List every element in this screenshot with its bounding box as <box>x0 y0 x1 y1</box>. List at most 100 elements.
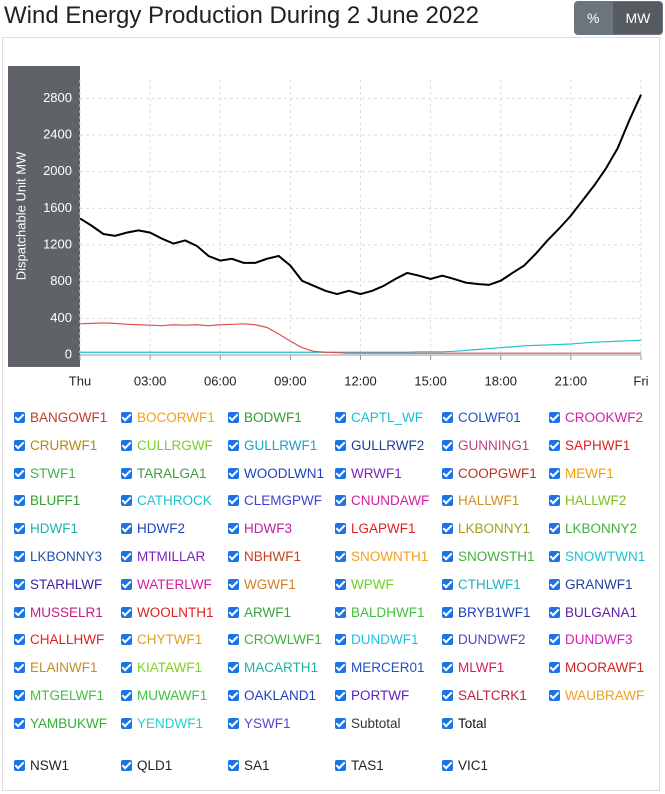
checkbox[interactable] <box>549 662 560 674</box>
unit-checkbox[interactable]: WRWF1 <box>335 466 402 481</box>
unit-checkbox[interactable]: MUWAWF1 <box>121 688 207 703</box>
checkbox[interactable] <box>335 551 346 562</box>
unit-checkbox[interactable]: BLUFF1 <box>14 493 80 508</box>
checkbox[interactable] <box>549 439 560 451</box>
checkbox[interactable] <box>549 606 560 618</box>
unit-checkbox[interactable]: MLWF1 <box>442 660 504 675</box>
unit-checkbox[interactable]: GULLRWF2 <box>335 438 424 453</box>
checkbox[interactable] <box>335 578 346 590</box>
checkbox[interactable] <box>121 523 132 535</box>
checkbox[interactable] <box>549 578 560 590</box>
unit-checkbox[interactable]: HALLWF2 <box>549 493 626 508</box>
checkbox[interactable] <box>549 690 560 701</box>
checkbox[interactable] <box>335 439 346 451</box>
unit-checkbox[interactable]: WGWF1 <box>228 577 296 592</box>
checkbox[interactable] <box>121 717 132 729</box>
checkbox[interactable] <box>14 439 25 451</box>
checkbox[interactable] <box>335 606 346 618</box>
region-checkbox[interactable]: QLD1 <box>121 758 172 773</box>
unit-checkbox[interactable]: MUSSELR1 <box>14 605 103 620</box>
checkbox[interactable] <box>335 760 346 771</box>
toggle-button[interactable]: MW <box>612 1 664 35</box>
unit-checkbox[interactable]: BODWF1 <box>228 410 302 425</box>
unit-checkbox[interactable]: CULLRGWF <box>121 438 213 453</box>
checkbox[interactable] <box>335 690 346 701</box>
checkbox[interactable] <box>228 662 239 674</box>
unit-checkbox[interactable]: SNOWSTH1 <box>442 549 535 564</box>
checkbox[interactable] <box>442 523 453 535</box>
unit-checkbox[interactable]: BANGOWF1 <box>14 410 107 425</box>
unit-checkbox[interactable]: CHALLHWF <box>14 632 104 647</box>
checkbox[interactable] <box>121 760 132 771</box>
unit-checkbox[interactable]: SAPHWF1 <box>549 438 630 453</box>
checkbox[interactable] <box>228 634 239 646</box>
unit-checkbox[interactable]: CTHLWF1 <box>442 577 521 592</box>
unit-checkbox[interactable]: Subtotal <box>335 716 401 731</box>
checkbox[interactable] <box>335 523 346 535</box>
unit-checkbox[interactable]: MTMILLAR <box>121 549 205 564</box>
checkbox[interactable] <box>121 495 132 507</box>
checkbox[interactable] <box>228 606 239 618</box>
unit-checkbox[interactable]: GRANWF1 <box>549 577 633 592</box>
checkbox[interactable] <box>549 495 560 507</box>
checkbox[interactable] <box>228 439 239 451</box>
checkbox[interactable] <box>549 551 560 562</box>
unit-checkbox[interactable]: BULGANA1 <box>549 605 637 620</box>
unit-checkbox[interactable]: BRYB1WF1 <box>442 605 531 620</box>
checkbox[interactable] <box>442 551 453 562</box>
unit-checkbox[interactable]: YSWF1 <box>228 716 291 731</box>
checkbox[interactable] <box>442 690 453 701</box>
unit-checkbox[interactable]: DUNDWF2 <box>442 632 526 647</box>
unit-checkbox[interactable]: WOODLWN1 <box>228 466 324 481</box>
checkbox[interactable] <box>549 523 560 535</box>
checkbox[interactable] <box>442 495 453 507</box>
unit-checkbox[interactable]: Total <box>442 716 487 731</box>
unit-checkbox[interactable]: ELAINWF1 <box>14 660 98 675</box>
checkbox[interactable] <box>335 412 346 423</box>
unit-checkbox[interactable]: CROOKWF2 <box>549 410 643 425</box>
unit-checkbox[interactable]: TARALGA1 <box>121 466 207 481</box>
toggle-button[interactable]: % <box>574 1 613 35</box>
unit-checkbox[interactable]: COLWF01 <box>442 410 521 425</box>
checkbox[interactable] <box>442 439 453 451</box>
checkbox[interactable] <box>335 634 346 646</box>
unit-checkbox[interactable]: LGAPWF1 <box>335 521 416 536</box>
checkbox[interactable] <box>121 634 132 646</box>
unit-checkbox[interactable]: GULLRWF1 <box>228 438 317 453</box>
checkbox[interactable] <box>228 578 239 590</box>
checkbox[interactable] <box>121 690 132 701</box>
checkbox[interactable] <box>121 578 132 590</box>
unit-checkbox[interactable]: MERCER01 <box>335 660 425 675</box>
checkbox[interactable] <box>228 690 239 701</box>
checkbox[interactable] <box>14 551 25 562</box>
checkbox[interactable] <box>442 578 453 590</box>
unit-checkbox[interactable]: CRURWF1 <box>14 438 97 453</box>
checkbox[interactable] <box>549 634 560 646</box>
checkbox[interactable] <box>442 467 453 479</box>
unit-checkbox[interactable]: WATERLWF <box>121 577 212 592</box>
checkbox[interactable] <box>14 467 25 479</box>
checkbox[interactable] <box>14 717 25 729</box>
unit-checkbox[interactable]: MOORAWF1 <box>549 660 644 675</box>
unit-checkbox[interactable]: GUNNING1 <box>442 438 529 453</box>
checkbox[interactable] <box>14 634 25 646</box>
checkbox[interactable] <box>14 578 25 590</box>
region-checkbox[interactable]: TAS1 <box>335 758 384 773</box>
unit-checkbox[interactable]: YAMBUKWF <box>14 716 107 731</box>
unit-checkbox[interactable]: PORTWF <box>335 688 409 703</box>
checkbox[interactable] <box>228 495 239 507</box>
unit-checkbox[interactable]: ARWF1 <box>228 605 291 620</box>
unit-checkbox[interactable]: OAKLAND1 <box>228 688 316 703</box>
checkbox[interactable] <box>228 412 239 423</box>
unit-checkbox[interactable]: BALDHWF1 <box>335 605 425 620</box>
checkbox[interactable] <box>549 467 560 479</box>
unit-checkbox[interactable]: HDWF3 <box>228 521 292 536</box>
checkbox[interactable] <box>121 662 132 674</box>
checkbox[interactable] <box>228 467 239 479</box>
unit-checkbox[interactable]: HDWF1 <box>14 521 78 536</box>
checkbox[interactable] <box>14 523 25 535</box>
checkbox[interactable] <box>442 606 453 618</box>
unit-checkbox[interactable]: CAPTL_WF <box>335 410 423 425</box>
unit-checkbox[interactable]: NBHWF1 <box>228 549 301 564</box>
checkbox[interactable] <box>335 662 346 674</box>
